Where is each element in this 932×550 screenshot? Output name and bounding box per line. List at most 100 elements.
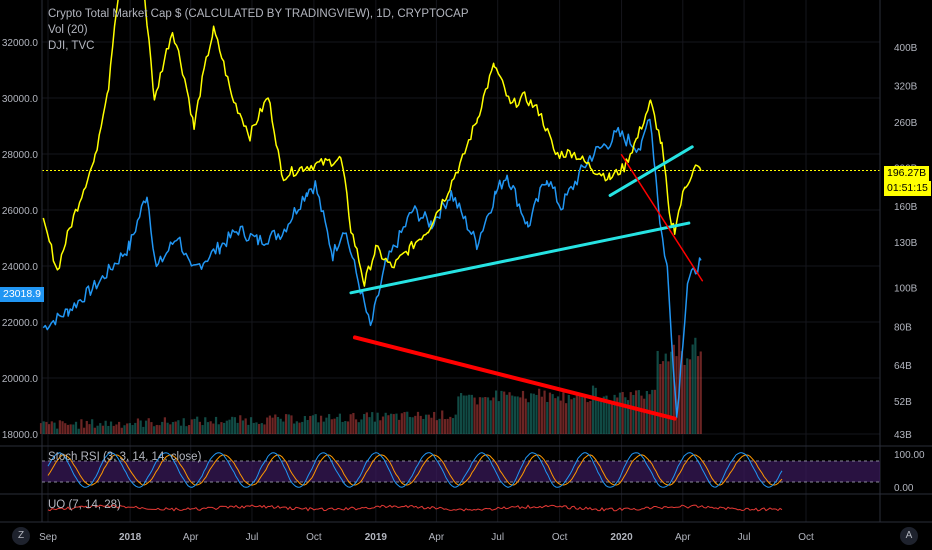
red-trendline[interactable]	[620, 153, 704, 282]
volume-bar	[489, 400, 492, 434]
stoch-rsi-pane[interactable]	[42, 452, 880, 488]
volume-bar	[473, 397, 476, 434]
stoch-tick-label: 0.00	[894, 483, 914, 494]
volume-bar	[171, 422, 175, 434]
volume-bar	[239, 415, 242, 434]
volume-bar	[629, 392, 632, 434]
volume-bar	[193, 418, 196, 434]
volume-bar	[330, 419, 333, 434]
volume-bar	[139, 420, 142, 434]
volume-bar	[252, 422, 255, 434]
volume-bar	[659, 364, 662, 434]
volume-bar	[387, 415, 390, 434]
volume-bar	[42, 421, 45, 434]
volume-bar	[600, 401, 603, 434]
volume-bar	[462, 395, 465, 434]
right-tick-label: 43B	[894, 430, 912, 441]
right-tick-label: 64B	[894, 361, 912, 372]
cyan-trendline[interactable]	[349, 221, 691, 295]
volume-bars	[39, 335, 702, 434]
left-tick-label: 26000.0	[2, 206, 39, 217]
x-tick-label: Oct	[306, 532, 322, 543]
volume-bar	[341, 421, 344, 434]
volume-bar	[344, 421, 347, 434]
volume-bar	[591, 385, 595, 434]
volume-bar	[516, 396, 519, 434]
volume-bar	[260, 423, 263, 434]
volume-bar	[513, 396, 517, 434]
dji-legend[interactable]: DJI, TVC	[48, 40, 95, 52]
volume-bar	[503, 391, 506, 434]
volume-bar	[602, 396, 605, 434]
x-tick-label: 2019	[365, 532, 388, 543]
volume-bar	[680, 351, 683, 434]
left-tick-label: 32000.0	[2, 38, 39, 49]
volume-bar	[244, 418, 247, 434]
volume-legend[interactable]: Vol (20)	[48, 24, 88, 36]
volume-bar	[317, 422, 320, 434]
volume-bar	[446, 418, 449, 434]
auto-scale-button[interactable]: A	[900, 527, 918, 545]
cyan-trendline[interactable]	[608, 145, 694, 197]
volume-bar	[398, 419, 401, 434]
volume-bar	[74, 421, 78, 434]
uo-pane[interactable]	[47, 504, 783, 512]
volume-bar	[284, 414, 288, 434]
volume-bar	[422, 418, 425, 434]
volume-bar	[306, 419, 309, 434]
volume-bar	[80, 419, 83, 434]
volume-bar	[559, 400, 562, 434]
crypto-cap-series-line	[42, 0, 702, 287]
right-tick-label: 80B	[894, 322, 912, 333]
volume-bar	[694, 337, 697, 434]
volume-bar	[231, 416, 234, 434]
volume-bar	[223, 422, 226, 434]
volume-bar	[486, 397, 490, 434]
volume-bar	[457, 396, 460, 434]
volume-bar	[266, 417, 269, 434]
volume-bar	[618, 392, 622, 434]
main-symbol-legend[interactable]: Crypto Total Market Cap $ (CALCULATED BY…	[48, 8, 469, 20]
volume-bar	[163, 417, 166, 434]
left-tick-label: 28000.0	[2, 150, 39, 161]
red-trendline[interactable]	[352, 335, 677, 421]
right-tick-label: 100B	[894, 284, 918, 295]
volume-bar	[524, 398, 527, 434]
zoom-button[interactable]: Z	[12, 527, 30, 545]
volume-bar	[589, 400, 592, 434]
volume-bar	[225, 420, 228, 434]
volume-bar	[325, 417, 328, 434]
volume-bar	[586, 402, 589, 434]
volume-bar	[293, 423, 296, 434]
volume-bar	[416, 411, 420, 434]
volume-bar	[411, 417, 414, 434]
volume-bar	[50, 421, 53, 434]
volume-bar	[276, 417, 280, 434]
x-tick-label: Jul	[491, 532, 504, 543]
volume-bar	[354, 419, 358, 434]
volume-bar	[136, 418, 140, 434]
volume-bar	[546, 401, 549, 434]
gridlines	[42, 0, 880, 522]
volume-bar	[675, 356, 678, 434]
volume-bar	[505, 394, 508, 434]
trendlines[interactable]	[349, 145, 704, 421]
volume-bar	[349, 414, 352, 434]
volume-bar	[101, 425, 105, 434]
volume-bar	[688, 359, 692, 434]
volume-bar	[255, 422, 258, 434]
volume-bar	[53, 422, 56, 434]
volume-bar	[449, 416, 452, 434]
uo-legend[interactable]: UO (7, 14, 28)	[48, 499, 121, 511]
volume-bar	[640, 395, 643, 434]
volume-bar	[594, 387, 597, 434]
volume-bar	[538, 388, 541, 434]
stoch-rsi-legend[interactable]: Stoch RSI (3, 3, 14, 14, close)	[48, 451, 202, 463]
volume-bar	[360, 419, 363, 434]
volume-bar	[217, 424, 220, 434]
volume-bar	[626, 400, 630, 434]
volume-bar	[570, 399, 573, 434]
volume-bar	[565, 403, 568, 434]
volume-bar	[96, 425, 99, 434]
